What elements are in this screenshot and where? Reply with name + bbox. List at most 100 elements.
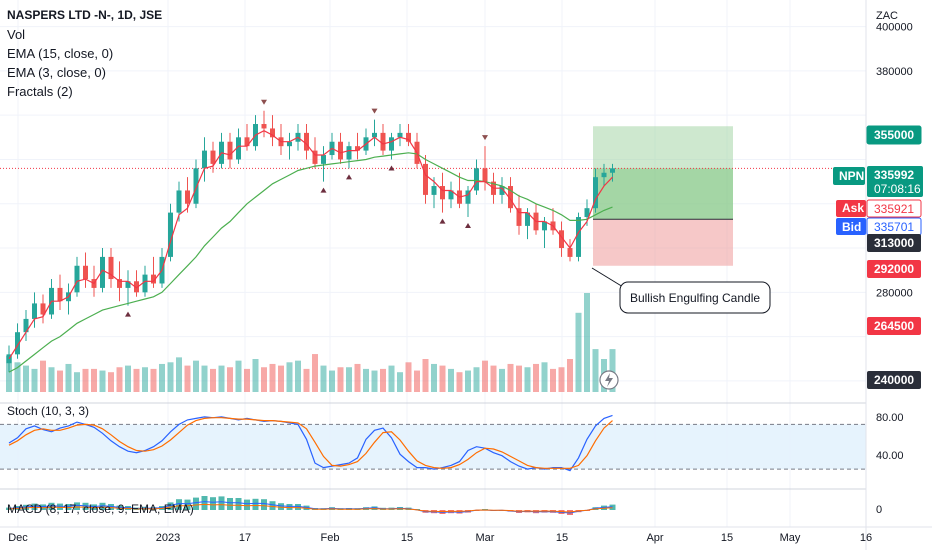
time-tick-label: 16 <box>860 532 872 544</box>
volume-bar <box>6 355 12 392</box>
volume-bar <box>91 368 97 392</box>
candle <box>227 132 233 169</box>
price-tick-label: 380000 <box>876 66 913 78</box>
macd-bar <box>167 502 174 510</box>
candle <box>32 292 37 328</box>
volume-bar <box>201 365 208 392</box>
candle <box>372 119 377 147</box>
candle <box>321 146 326 182</box>
candle <box>593 168 598 213</box>
volume-bar <box>422 359 429 392</box>
volume-bar <box>167 362 174 392</box>
candle <box>210 141 216 173</box>
candle <box>559 221 564 257</box>
volume-bar <box>405 362 412 392</box>
svg-text:264500: 264500 <box>874 319 914 333</box>
time-tick-label: May <box>780 532 801 544</box>
svg-text:335921: 335921 <box>874 202 914 216</box>
volume-bar <box>31 368 38 392</box>
volume-bar <box>575 312 582 392</box>
entry-price-tag: 313000 <box>867 234 921 252</box>
macd-signal-line <box>8 503 613 513</box>
volume-bar <box>176 357 182 392</box>
svg-text:335992: 335992 <box>874 168 914 182</box>
candle <box>499 177 505 204</box>
ema15-line <box>8 152 613 373</box>
svg-text:Ask: Ask <box>842 201 864 215</box>
annotation-callout[interactable]: Bullish Engulfing Candle <box>591 267 771 314</box>
target-zone-filled <box>593 168 733 220</box>
candle <box>338 132 343 164</box>
volume-bar <box>550 368 556 392</box>
candle <box>380 124 386 156</box>
volume-bar <box>507 363 514 392</box>
volume-bar <box>40 360 46 392</box>
volume-bar <box>295 360 301 392</box>
stoch-d-line <box>8 417 613 469</box>
macd-bar <box>40 504 46 510</box>
candle <box>482 146 488 191</box>
candle <box>57 274 63 311</box>
volume-bar <box>82 368 89 392</box>
stoch-label[interactable]: Stoch (10, 3, 3) <box>7 404 90 418</box>
stop-zone <box>593 219 733 266</box>
macd-label[interactable]: MACD (8, 17, close, 9, EMA, EMA) <box>7 502 194 516</box>
fractal-down-marker <box>439 218 446 224</box>
time-tick-label: 15 <box>556 532 568 544</box>
volume-bar <box>558 367 565 392</box>
volume-bar <box>320 365 327 392</box>
svg-text:292000: 292000 <box>874 262 914 276</box>
macd-bar <box>108 504 114 510</box>
time-axis[interactable]: Dec 2023 17 Feb 15 Mar 15 Apr 15 May 16 <box>8 532 872 544</box>
lightning-icon[interactable] <box>599 370 619 390</box>
volume-bars <box>6 293 616 392</box>
candles <box>6 110 615 373</box>
candle <box>346 141 352 169</box>
stoch-k-line <box>8 414 613 472</box>
symbol-title[interactable]: NASPERS LTD -N-, 1D, JSE <box>7 8 163 22</box>
candle <box>550 208 556 235</box>
macd-bar <box>31 503 38 510</box>
volume-bar <box>252 359 259 392</box>
macd-tick-0: 0 <box>876 504 882 516</box>
macd-histogram <box>6 496 616 515</box>
candle <box>363 128 369 156</box>
time-tick-label: 15 <box>401 532 413 544</box>
candle <box>270 115 275 147</box>
candle <box>261 110 267 138</box>
volume-bar <box>524 367 531 392</box>
candle <box>355 132 360 160</box>
volume-bar <box>227 367 233 392</box>
price-axis[interactable]: 400000 380000 280000 <box>876 22 913 300</box>
macd-bar <box>82 502 89 510</box>
candle <box>253 115 258 151</box>
candle <box>287 132 292 160</box>
macd-bar <box>295 504 301 510</box>
stop-price-tag: 292000 <box>867 260 921 278</box>
volume-bar <box>159 363 165 392</box>
candle <box>193 159 199 209</box>
legend-vol[interactable]: Vol <box>7 27 26 42</box>
ema3-line <box>8 130 613 360</box>
volume-bar <box>218 365 225 392</box>
volume-bar <box>456 372 463 392</box>
candle <box>202 137 207 182</box>
candle <box>508 177 513 213</box>
volume-bar <box>499 368 505 392</box>
volume-bar <box>286 362 293 392</box>
macd-bar <box>218 496 225 510</box>
ask-tag: Ask 335921 <box>836 199 922 218</box>
svg-text:313000: 313000 <box>874 236 914 250</box>
fractal-down-marker <box>346 174 352 180</box>
macd-bar <box>201 496 208 510</box>
level-tag-264500: 264500 <box>867 317 921 335</box>
target-price-tag: 355000 <box>866 125 922 145</box>
candle <box>278 124 284 156</box>
volume-bar <box>278 365 284 392</box>
legend-ema15[interactable]: EMA (15, close, 0) <box>7 46 114 61</box>
volume-bar <box>541 362 548 392</box>
level-tag-240000: 240000 <box>867 371 921 389</box>
legend-fractals[interactable]: Fractals (2) <box>7 84 73 99</box>
legend-ema3[interactable]: EMA (3, close, 0) <box>7 65 106 80</box>
